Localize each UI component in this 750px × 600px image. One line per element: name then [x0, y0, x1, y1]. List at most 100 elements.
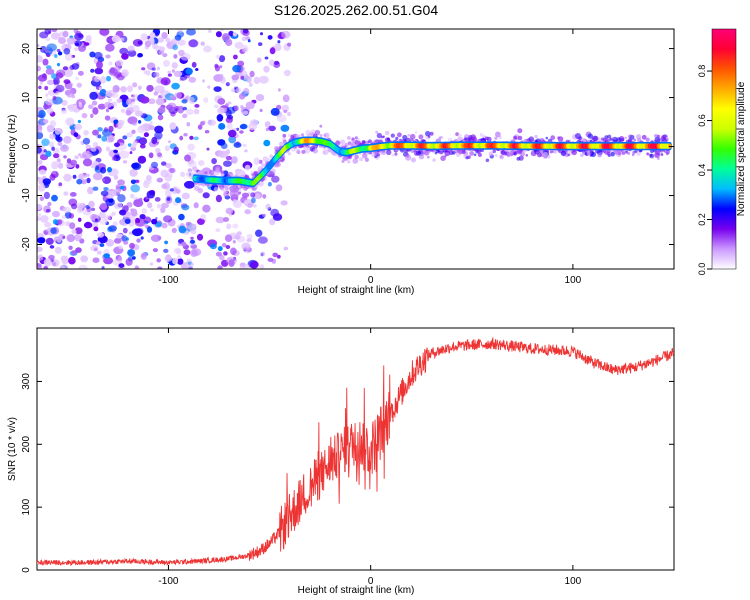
noise-speckle [275, 184, 283, 192]
noise-speckle [50, 227, 57, 234]
noise-speckle [135, 179, 140, 183]
noise-speckle [255, 229, 263, 237]
noise-speckle [182, 113, 188, 119]
noise-speckle [62, 66, 69, 71]
noise-speckle [232, 223, 239, 229]
noise-speckle [63, 79, 71, 84]
noise-speckle [187, 168, 193, 173]
halo-speckle [327, 148, 332, 153]
noise-speckle [231, 74, 240, 81]
halo-speckle [432, 158, 436, 162]
noise-speckle [172, 44, 178, 51]
noise-speckle [102, 176, 112, 184]
noise-speckle [160, 169, 169, 178]
halo-speckle [656, 134, 660, 138]
noise-speckle [161, 161, 167, 166]
noise-speckle [164, 189, 173, 197]
noise-speckle [116, 233, 124, 239]
noise-speckle [97, 56, 105, 63]
noise-speckle [169, 167, 176, 174]
noise-speckle [124, 218, 131, 224]
halo-speckle [276, 162, 282, 167]
noise-speckle [202, 204, 211, 213]
halo-speckle [368, 139, 372, 144]
noise-speckle [68, 256, 76, 265]
noise-speckle [121, 69, 129, 77]
noise-speckle [120, 108, 126, 114]
noise-speckle [167, 140, 172, 144]
noise-speckle [276, 115, 287, 123]
noise-speckle [117, 179, 125, 186]
noise-speckle [121, 53, 129, 60]
noise-speckle [94, 218, 98, 222]
noise-speckle [262, 213, 266, 218]
halo-speckle [654, 136, 661, 143]
noise-speckle [57, 51, 63, 56]
noise-speckle [138, 120, 142, 124]
noise-speckle [158, 49, 164, 55]
noise-speckle [162, 53, 168, 58]
noise-speckle [200, 121, 205, 126]
noise-speckle [45, 37, 51, 41]
noise-speckle [187, 143, 195, 151]
halo-speckle [405, 154, 412, 161]
snr-y-ticks: 0 100 200 300 [21, 373, 674, 573]
noise-speckle [214, 104, 219, 109]
halo-speckle [580, 153, 584, 157]
noise-speckle [214, 65, 221, 72]
noise-speckle [161, 32, 168, 39]
halo-speckle [391, 154, 395, 157]
halo-speckle [376, 153, 380, 157]
noise-speckle [50, 32, 61, 40]
halo-speckle [545, 136, 549, 140]
halo-speckle [278, 159, 282, 163]
noise-speckle [45, 150, 52, 157]
halo-speckle [279, 141, 284, 147]
noise-speckle [111, 101, 118, 107]
noise-speckle [99, 88, 107, 97]
noise-speckle [101, 266, 105, 269]
noise-speckle [105, 108, 110, 113]
noise-speckle [80, 179, 87, 185]
noise-speckle [118, 245, 123, 250]
noise-speckle [69, 222, 76, 230]
noise-speckle [173, 146, 179, 153]
noise-speckle [60, 255, 69, 261]
noise-speckle [118, 263, 125, 268]
halo-speckle [209, 169, 215, 175]
spectrogram-y-ticks: 20 10 0 -10 -20 [21, 43, 674, 252]
noise-speckle [115, 59, 124, 67]
noise-speckle [88, 200, 95, 208]
noise-speckle [173, 54, 178, 59]
halo-speckle [654, 134, 658, 138]
noise-speckle [54, 246, 62, 254]
snr-line-layer [37, 336, 674, 567]
noise-speckle [248, 82, 253, 88]
noise-speckle [157, 106, 166, 114]
noise-speckle [38, 85, 42, 90]
noise-speckle [108, 68, 118, 76]
halo-speckle [197, 187, 203, 194]
noise-speckle [148, 152, 154, 159]
noise-speckle [139, 143, 146, 149]
noise-speckle [175, 197, 182, 204]
noise-speckle [61, 264, 68, 269]
halo-speckle [513, 135, 518, 140]
halo-speckle [633, 138, 637, 142]
halo-speckle [525, 154, 529, 157]
noise-speckle [211, 158, 217, 165]
noise-speckle [227, 101, 232, 105]
halo-speckle [607, 134, 612, 139]
colorbar-label: Normalized spectral amplitude [736, 81, 747, 216]
noise-speckle [239, 130, 244, 134]
noise-speckle [52, 170, 56, 175]
noise-speckle [76, 82, 83, 88]
noise-speckle [39, 81, 43, 85]
noise-speckle [281, 104, 289, 112]
noise-speckle [60, 109, 68, 114]
noise-speckle [171, 82, 180, 90]
noise-speckle [188, 39, 198, 48]
noise-speckle [92, 172, 103, 181]
noise-speckle [164, 163, 172, 168]
noise-speckle [57, 62, 60, 67]
